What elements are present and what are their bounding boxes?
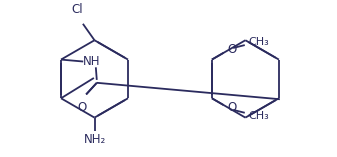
Text: CH₃: CH₃: [249, 37, 269, 47]
Text: CH₃: CH₃: [249, 111, 269, 121]
Text: O: O: [227, 101, 237, 114]
Text: O: O: [227, 43, 237, 56]
Text: Cl: Cl: [71, 3, 83, 16]
Text: O: O: [78, 101, 87, 114]
Text: NH₂: NH₂: [83, 133, 105, 146]
Text: NH: NH: [83, 55, 101, 68]
